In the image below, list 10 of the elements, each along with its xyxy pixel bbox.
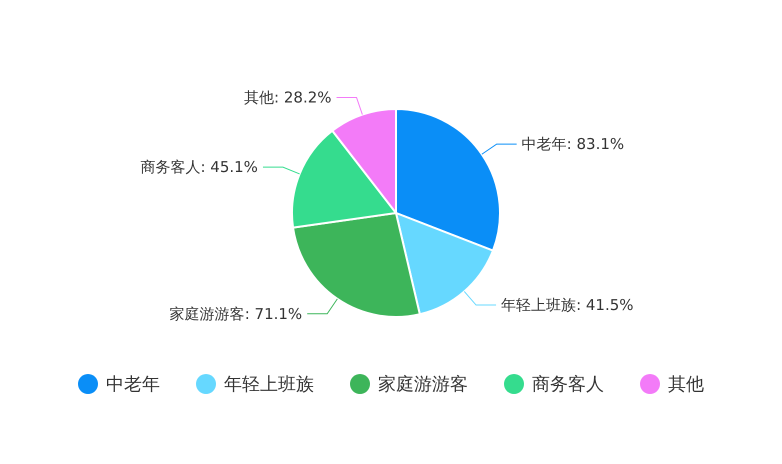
category-label: 年轻上班族: 41.5% <box>501 296 634 314</box>
category-label: 商务客人: 45.1% <box>140 158 258 176</box>
legend-label: 商务客人 <box>532 373 604 396</box>
category-label: 家庭游游客: 71.1% <box>170 304 302 323</box>
category-label: 其他: 28.2% <box>244 88 332 107</box>
legend-label: 中老年 <box>106 373 160 396</box>
legend-label: 其他 <box>668 373 704 396</box>
legend-label: 家庭游游客 <box>378 373 468 396</box>
legend-label: 年轻上班族 <box>224 373 314 396</box>
category-label: 中老年: 83.1% <box>522 135 624 154</box>
